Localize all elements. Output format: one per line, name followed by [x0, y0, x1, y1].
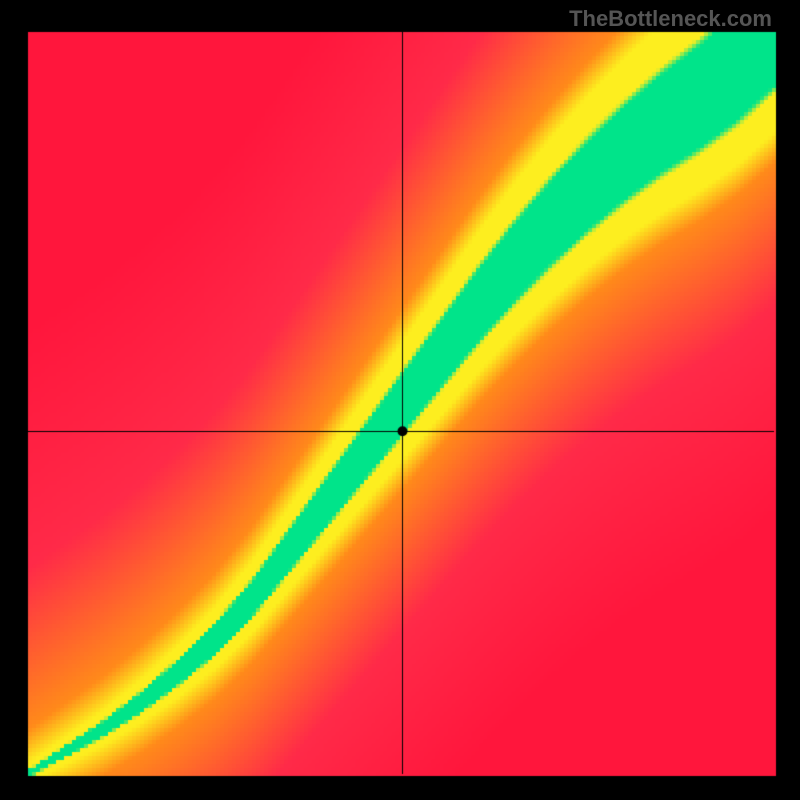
watermark-text: TheBottleneck.com — [569, 6, 772, 32]
chart-container: TheBottleneck.com — [0, 0, 800, 800]
heatmap-canvas — [0, 0, 800, 800]
